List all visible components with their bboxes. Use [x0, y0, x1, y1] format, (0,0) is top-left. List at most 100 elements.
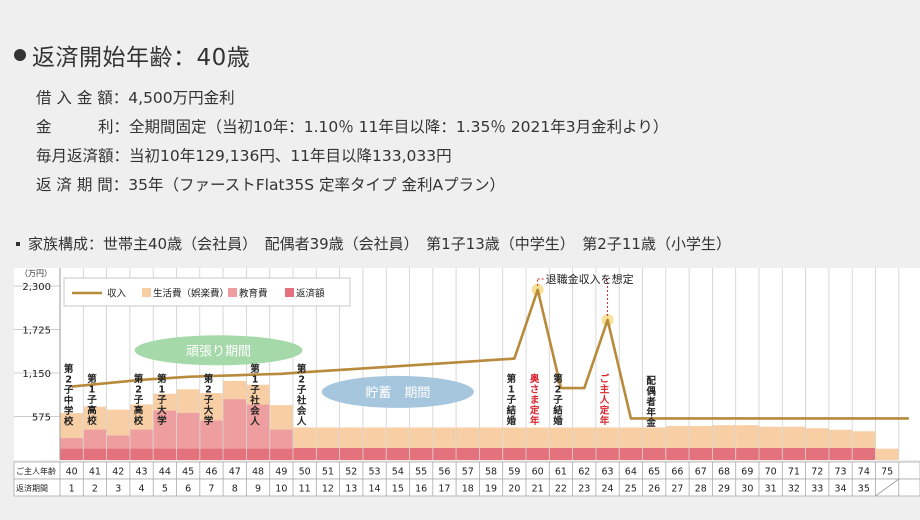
period-cell: 14 [369, 484, 381, 495]
age-cell: 52 [345, 467, 357, 478]
age-cell: 51 [322, 467, 334, 478]
repayment-bar [829, 447, 852, 460]
period-cell: 11 [299, 484, 311, 495]
event-label-char: 高 [134, 405, 144, 417]
age-cell: 48 [252, 467, 264, 478]
repayment-bar [503, 447, 526, 460]
event-label-char: ご [600, 373, 610, 385]
living-bar [153, 393, 177, 411]
event-label-char: 結 [553, 405, 563, 417]
legend-swatch [285, 288, 294, 297]
period-cell: 18 [462, 484, 474, 495]
repayment-bar [433, 447, 456, 460]
period-cell: 31 [765, 484, 777, 495]
period-cell: 22 [555, 484, 567, 495]
education-bar [83, 429, 107, 449]
repayment-bar [270, 448, 293, 460]
period-cell: 2 [92, 484, 98, 495]
event-label-char: 1 [252, 375, 259, 386]
event-label-char: 子 [64, 385, 74, 396]
legend-item: 教育費 [239, 288, 268, 300]
age-cell: 54 [392, 467, 404, 478]
age-cell: 70 [765, 467, 777, 478]
event-label-char: 社 [249, 395, 260, 407]
living-bar [829, 429, 852, 448]
repayment-bar [479, 447, 503, 460]
period-cell: 23 [578, 484, 590, 495]
living-bar [852, 431, 876, 448]
age-cell: 74 [858, 467, 870, 478]
repayment-bar [60, 448, 83, 460]
age-cell: 41 [89, 467, 101, 478]
event-label-char: 結 [507, 405, 517, 417]
living-bar [176, 389, 200, 413]
event-label-char: 年 [646, 407, 656, 419]
living-bar [689, 425, 712, 448]
age-cell: 69 [741, 467, 753, 478]
event-label-char: 大 [204, 405, 214, 417]
age-cell: 63 [602, 467, 614, 478]
repayment-bar [666, 447, 689, 460]
living-bar [363, 427, 386, 448]
repayment-bar [83, 448, 107, 460]
period-empty-diagonal [875, 478, 900, 497]
repayment-bar [619, 447, 643, 460]
event-label-char: 年 [600, 415, 610, 427]
period-cell: 5 [162, 484, 168, 495]
y-tick-label: 1,150 [22, 369, 51, 380]
living-bar [246, 384, 270, 405]
event-label-char: 偶 [646, 386, 656, 398]
repayment-bar [689, 447, 712, 460]
event-label-char: 子 [157, 395, 167, 406]
event-label-char: 者 [645, 396, 656, 408]
family-composition: 家族構成：世帯主40歳（会社員） 配偶者39歳（会社員） 第1子13歳（中学生）… [16, 233, 731, 254]
event-label-char: 2 [65, 375, 72, 386]
living-bar [316, 427, 340, 448]
age-cell: 57 [462, 467, 474, 478]
event-label-char: 子 [250, 385, 260, 396]
y-unit-label: （万円） [20, 269, 52, 278]
period-cell: 16 [415, 484, 427, 495]
living-bar [200, 393, 223, 421]
age-cell: 68 [718, 467, 730, 478]
living-bar [526, 427, 549, 448]
living-bar [340, 427, 363, 448]
living-bar [479, 427, 503, 448]
event-label-char: 子 [134, 395, 144, 406]
event-label-char: 2 [298, 375, 305, 386]
period-cell: 1 [69, 484, 75, 495]
living-bar [270, 405, 293, 430]
age-cell: 46 [205, 467, 217, 478]
living-bar [666, 425, 689, 448]
event-label-char: 中 [64, 395, 74, 407]
education-bar [130, 429, 153, 449]
living-bar [503, 427, 526, 448]
age-cell: 55 [415, 467, 427, 478]
period-cell: 35 [858, 484, 870, 495]
page-title: 返済開始年齢：40歳 [14, 38, 250, 72]
living-bar [619, 427, 643, 448]
event-label-char: 第 [204, 373, 214, 385]
living-bar [386, 427, 410, 448]
age-cell: 59 [508, 467, 520, 478]
repayment-bar [246, 448, 270, 460]
living-bar [782, 426, 806, 448]
age-cell: 65 [648, 467, 660, 478]
period-cell: 6 [185, 484, 191, 495]
y-tick-label: 575 [32, 413, 51, 424]
period-cell: 7 [208, 484, 214, 495]
repayment-bar [107, 448, 130, 460]
repayment-bar [736, 447, 759, 460]
event-label-char: 第 [553, 373, 563, 385]
age-cell: 42 [112, 467, 124, 478]
period-cell: 20 [508, 484, 520, 495]
repayment-bar [293, 447, 316, 460]
event-label-char: 第 [87, 373, 97, 385]
repayment-bar [200, 448, 223, 460]
event-label-char: 金 [645, 417, 656, 429]
repayment-bar [852, 447, 876, 460]
event-label-char: 1 [159, 385, 166, 396]
legend-item: 収入 [107, 288, 127, 300]
event-label-char: 2 [135, 385, 142, 396]
education-bar [60, 438, 83, 449]
